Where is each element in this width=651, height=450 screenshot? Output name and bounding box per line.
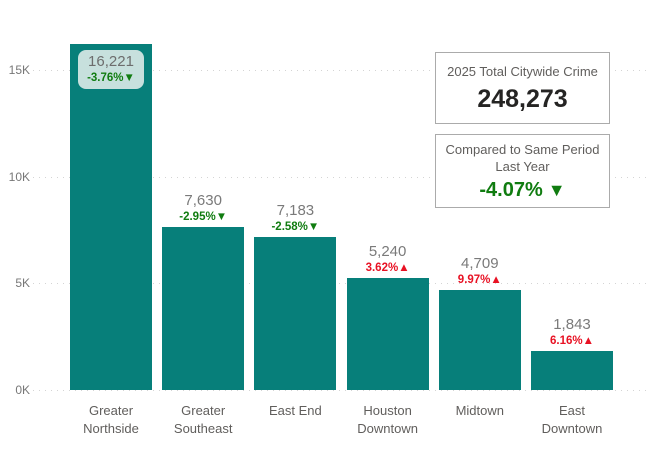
bar-value-label: 5,240 [368,243,407,261]
bar-change-percent: 9.97% [457,273,491,286]
x-axis-category-label: Greater Southeast [153,402,253,438]
bar-change-percent: 6.16% [550,334,583,347]
comparison-card-title: Compared to Same Period Last Year [446,141,600,175]
bar-change-label: 6.16%▲ [512,334,632,348]
bar-change-percent: -2.58% [271,220,308,233]
bar-change-label: 3.62%▲ [328,261,448,275]
bar-change-percent: 3.62% [365,262,399,275]
comparison-card: Compared to Same Period Last Year -4.07%… [435,134,610,208]
comparison-card-title-line2: Last Year [495,158,550,174]
comparison-card-percent: -4.07% [479,178,543,201]
total-crime-card-title: 2025 Total Citywide Crime [447,64,598,79]
x-axis-category-line: Greater [88,403,134,418]
x-axis-category-label: East End [245,402,345,420]
total-crime-card-value: 248,273 [477,85,568,113]
y-axis-tick-label: 0K [15,383,30,397]
total-crime-card: 2025 Total Citywide Crime 248,273 [435,52,610,124]
comparison-card-value: -4.07% ▼ [479,179,565,202]
bar-change-label: -2.58%▼ [235,220,355,234]
bar-label: 7,183 -2.58%▼ [235,201,355,234]
bar-change-label: 9.97%▲ [420,273,540,287]
triangle-up-icon: ▲ [490,273,502,286]
gridline [33,176,651,178]
x-axis-category-line: Northside [83,421,139,436]
x-axis-category-line: Southeast [173,421,233,436]
gridline [33,70,651,71]
bar-label: 1,843 6.16%▲ [512,315,632,348]
x-axis-category-line: East End [269,403,322,418]
bar-change-label: -3.76%▼ [87,71,135,85]
x-axis-category-line: Downtown [357,421,418,436]
bar-value-label: 16,221 [88,53,134,71]
gridline [33,283,651,285]
x-axis-category-line: Midtown [455,403,504,418]
bar-value-label: 7,630 [184,192,222,210]
bar-change-percent: -2.95% [179,211,216,224]
bar-midtown[interactable] [438,289,521,390]
triangle-down-icon: ▼ [123,72,135,85]
y-axis-tick-label: 10K [8,169,30,184]
bar-value-label: 1,843 [553,315,591,333]
bar-greater-northside[interactable] [70,43,152,390]
bar-houston-downtown[interactable] [346,278,429,390]
bar-greater-southeast[interactable] [162,227,245,390]
triangle-up-icon: ▲ [582,334,594,347]
bar-label: 4,709 9.97%▲ [420,254,540,287]
y-axis-tick-label: 15K [8,63,30,77]
triangle-down-icon: ▼ [215,211,228,224]
bar-east-downtown[interactable] [531,350,613,390]
x-axis-category-label: East Downtown [522,402,622,438]
x-axis-category-line: Houston [363,403,412,418]
bar-change-percent: -3.76% [87,72,124,85]
triangle-down-icon: ▼ [547,179,566,200]
gridline [33,390,651,391]
bar-change-label: -2.95%▼ [143,210,263,224]
triangle-up-icon: ▲ [398,262,410,275]
triangle-down-icon: ▼ [307,220,320,233]
y-axis-tick-label: 5K [15,276,30,291]
x-axis-category-label: Midtown [430,402,530,420]
x-axis-category-label: Houston Downtown [338,402,438,438]
bar-label: 5,240 3.62%▲ [328,242,448,275]
bar-value-label: 7,183 [276,201,315,219]
bar-label-box: 16,221 -3.76%▼ [78,49,144,89]
x-axis-category-label: Greater Northside [61,402,161,438]
x-axis-category-line: Downtown [541,421,603,436]
x-axis-category-line: Greater [181,403,226,418]
bar-value-label: 4,709 [461,254,499,272]
x-axis-category-line: East [558,403,585,418]
comparison-card-title-line1: Compared to Same Period [445,141,600,157]
bar-east-end[interactable] [254,236,337,390]
bar-label: 7,630 -2.95%▼ [143,191,263,224]
